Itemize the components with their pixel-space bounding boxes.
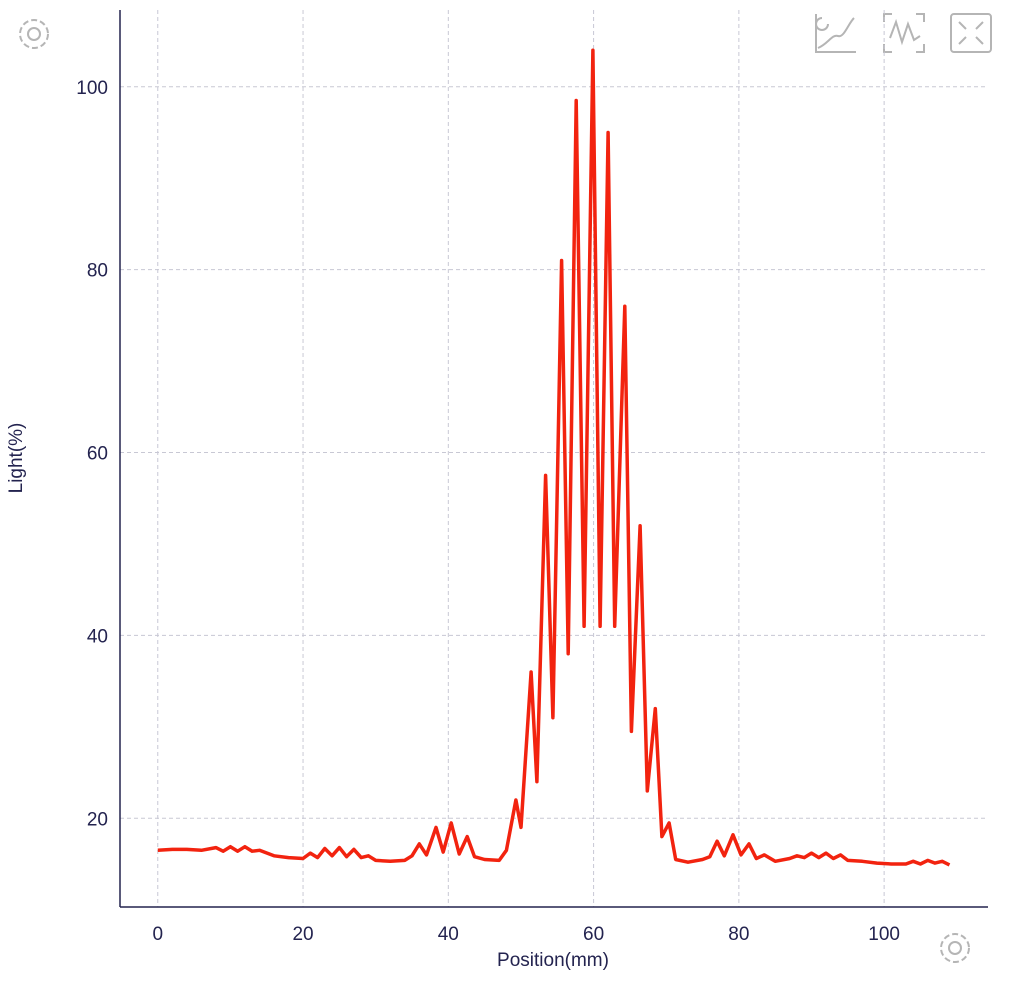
settings-icon[interactable] [19,19,49,49]
fullscreen-icon[interactable] [950,13,992,53]
y-tick-label: 40 [87,626,108,647]
x-tick-label: 0 [152,924,163,945]
y-tick-label: 100 [76,78,108,99]
autoscale-icon[interactable] [883,13,925,53]
y-axis-label: Light(%) [6,423,27,494]
x-axis-label: Position(mm) [497,950,609,971]
settings-icon[interactable] [940,933,970,963]
x-tick-label: 100 [868,924,900,945]
x-tick-label: 60 [583,924,604,945]
y-tick-label: 60 [87,444,108,465]
x-tick-label: 20 [292,924,313,945]
y-tick-label: 20 [87,809,108,830]
x-tick-label: 80 [728,924,749,945]
reset-icon[interactable] [815,14,856,53]
data-line [157,48,951,867]
x-tick-label: 40 [438,924,459,945]
y-tick-label: 80 [87,261,108,282]
